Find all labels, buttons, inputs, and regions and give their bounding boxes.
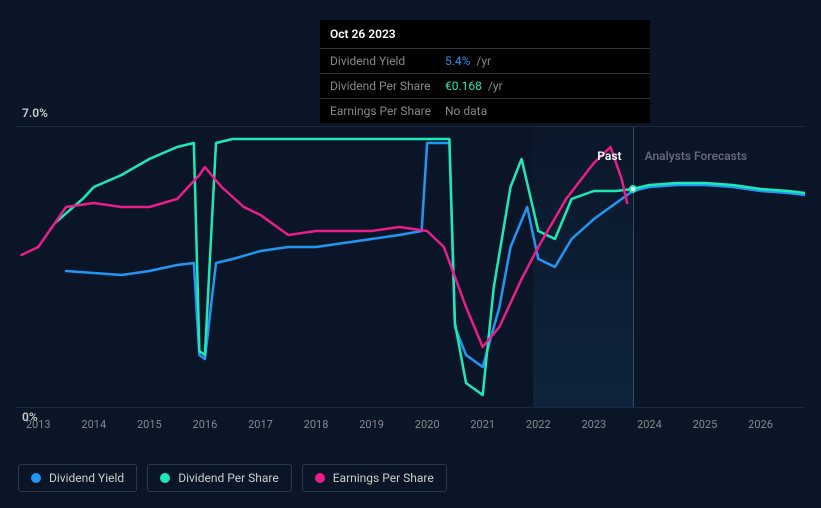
x-tick: 2024 bbox=[637, 418, 662, 431]
x-tick: 2014 bbox=[81, 418, 106, 431]
plot-area[interactable]: Past Analysts Forecasts bbox=[16, 126, 805, 408]
tooltip-row: Dividend Per Share€0.168 /yr bbox=[320, 74, 650, 99]
tooltip-label: Dividend Yield bbox=[330, 54, 445, 68]
x-tick: 2013 bbox=[26, 418, 51, 431]
tooltip-label: Dividend Per Share bbox=[330, 79, 445, 93]
y-axis-max-label: 7.0% bbox=[22, 106, 48, 120]
legend-item[interactable]: Dividend Yield bbox=[18, 464, 137, 492]
tooltip-row: Dividend Yield5.4% /yr bbox=[320, 49, 650, 74]
x-axis: 2013 2014 2015 2016 2017 2018 2019 2020 2021 2022… bbox=[16, 408, 805, 448]
x-tick: 2019 bbox=[359, 418, 384, 431]
chart: 7.0% 0% Past Analysts Forecasts 20132014… bbox=[16, 108, 805, 448]
current-marker bbox=[629, 185, 637, 193]
tooltip-value: €0.168 /yr bbox=[445, 79, 503, 93]
x-tick: 2026 bbox=[748, 418, 773, 431]
legend-label: Dividend Per Share bbox=[178, 471, 279, 485]
series-line bbox=[66, 143, 805, 367]
legend: Dividend Yield Dividend Per Share Earnings… bbox=[18, 464, 447, 492]
tooltip-value: 5.4% /yr bbox=[445, 54, 491, 68]
legend-item[interactable]: Earnings Per Share bbox=[302, 464, 447, 492]
legend-swatch bbox=[160, 473, 170, 483]
forecast-section-label: Analysts Forecasts bbox=[645, 149, 747, 163]
past-section-label: Past bbox=[597, 149, 621, 163]
x-tick: 2021 bbox=[470, 418, 495, 431]
tooltip-date: Oct 26 2023 bbox=[320, 20, 650, 49]
legend-item[interactable]: Dividend Per Share bbox=[147, 464, 292, 492]
legend-label: Earnings Per Share bbox=[333, 471, 434, 485]
x-tick: 2016 bbox=[193, 418, 218, 431]
x-tick: 2020 bbox=[415, 418, 440, 431]
x-tick: 2023 bbox=[581, 418, 606, 431]
legend-swatch bbox=[315, 473, 325, 483]
legend-label: Dividend Yield bbox=[49, 471, 124, 485]
x-tick: 2018 bbox=[304, 418, 329, 431]
chart-lines bbox=[16, 127, 805, 407]
legend-swatch bbox=[31, 473, 41, 483]
x-tick: 2017 bbox=[248, 418, 273, 431]
x-tick: 2015 bbox=[137, 418, 162, 431]
x-tick: 2022 bbox=[526, 418, 551, 431]
x-tick: 2025 bbox=[693, 418, 718, 431]
